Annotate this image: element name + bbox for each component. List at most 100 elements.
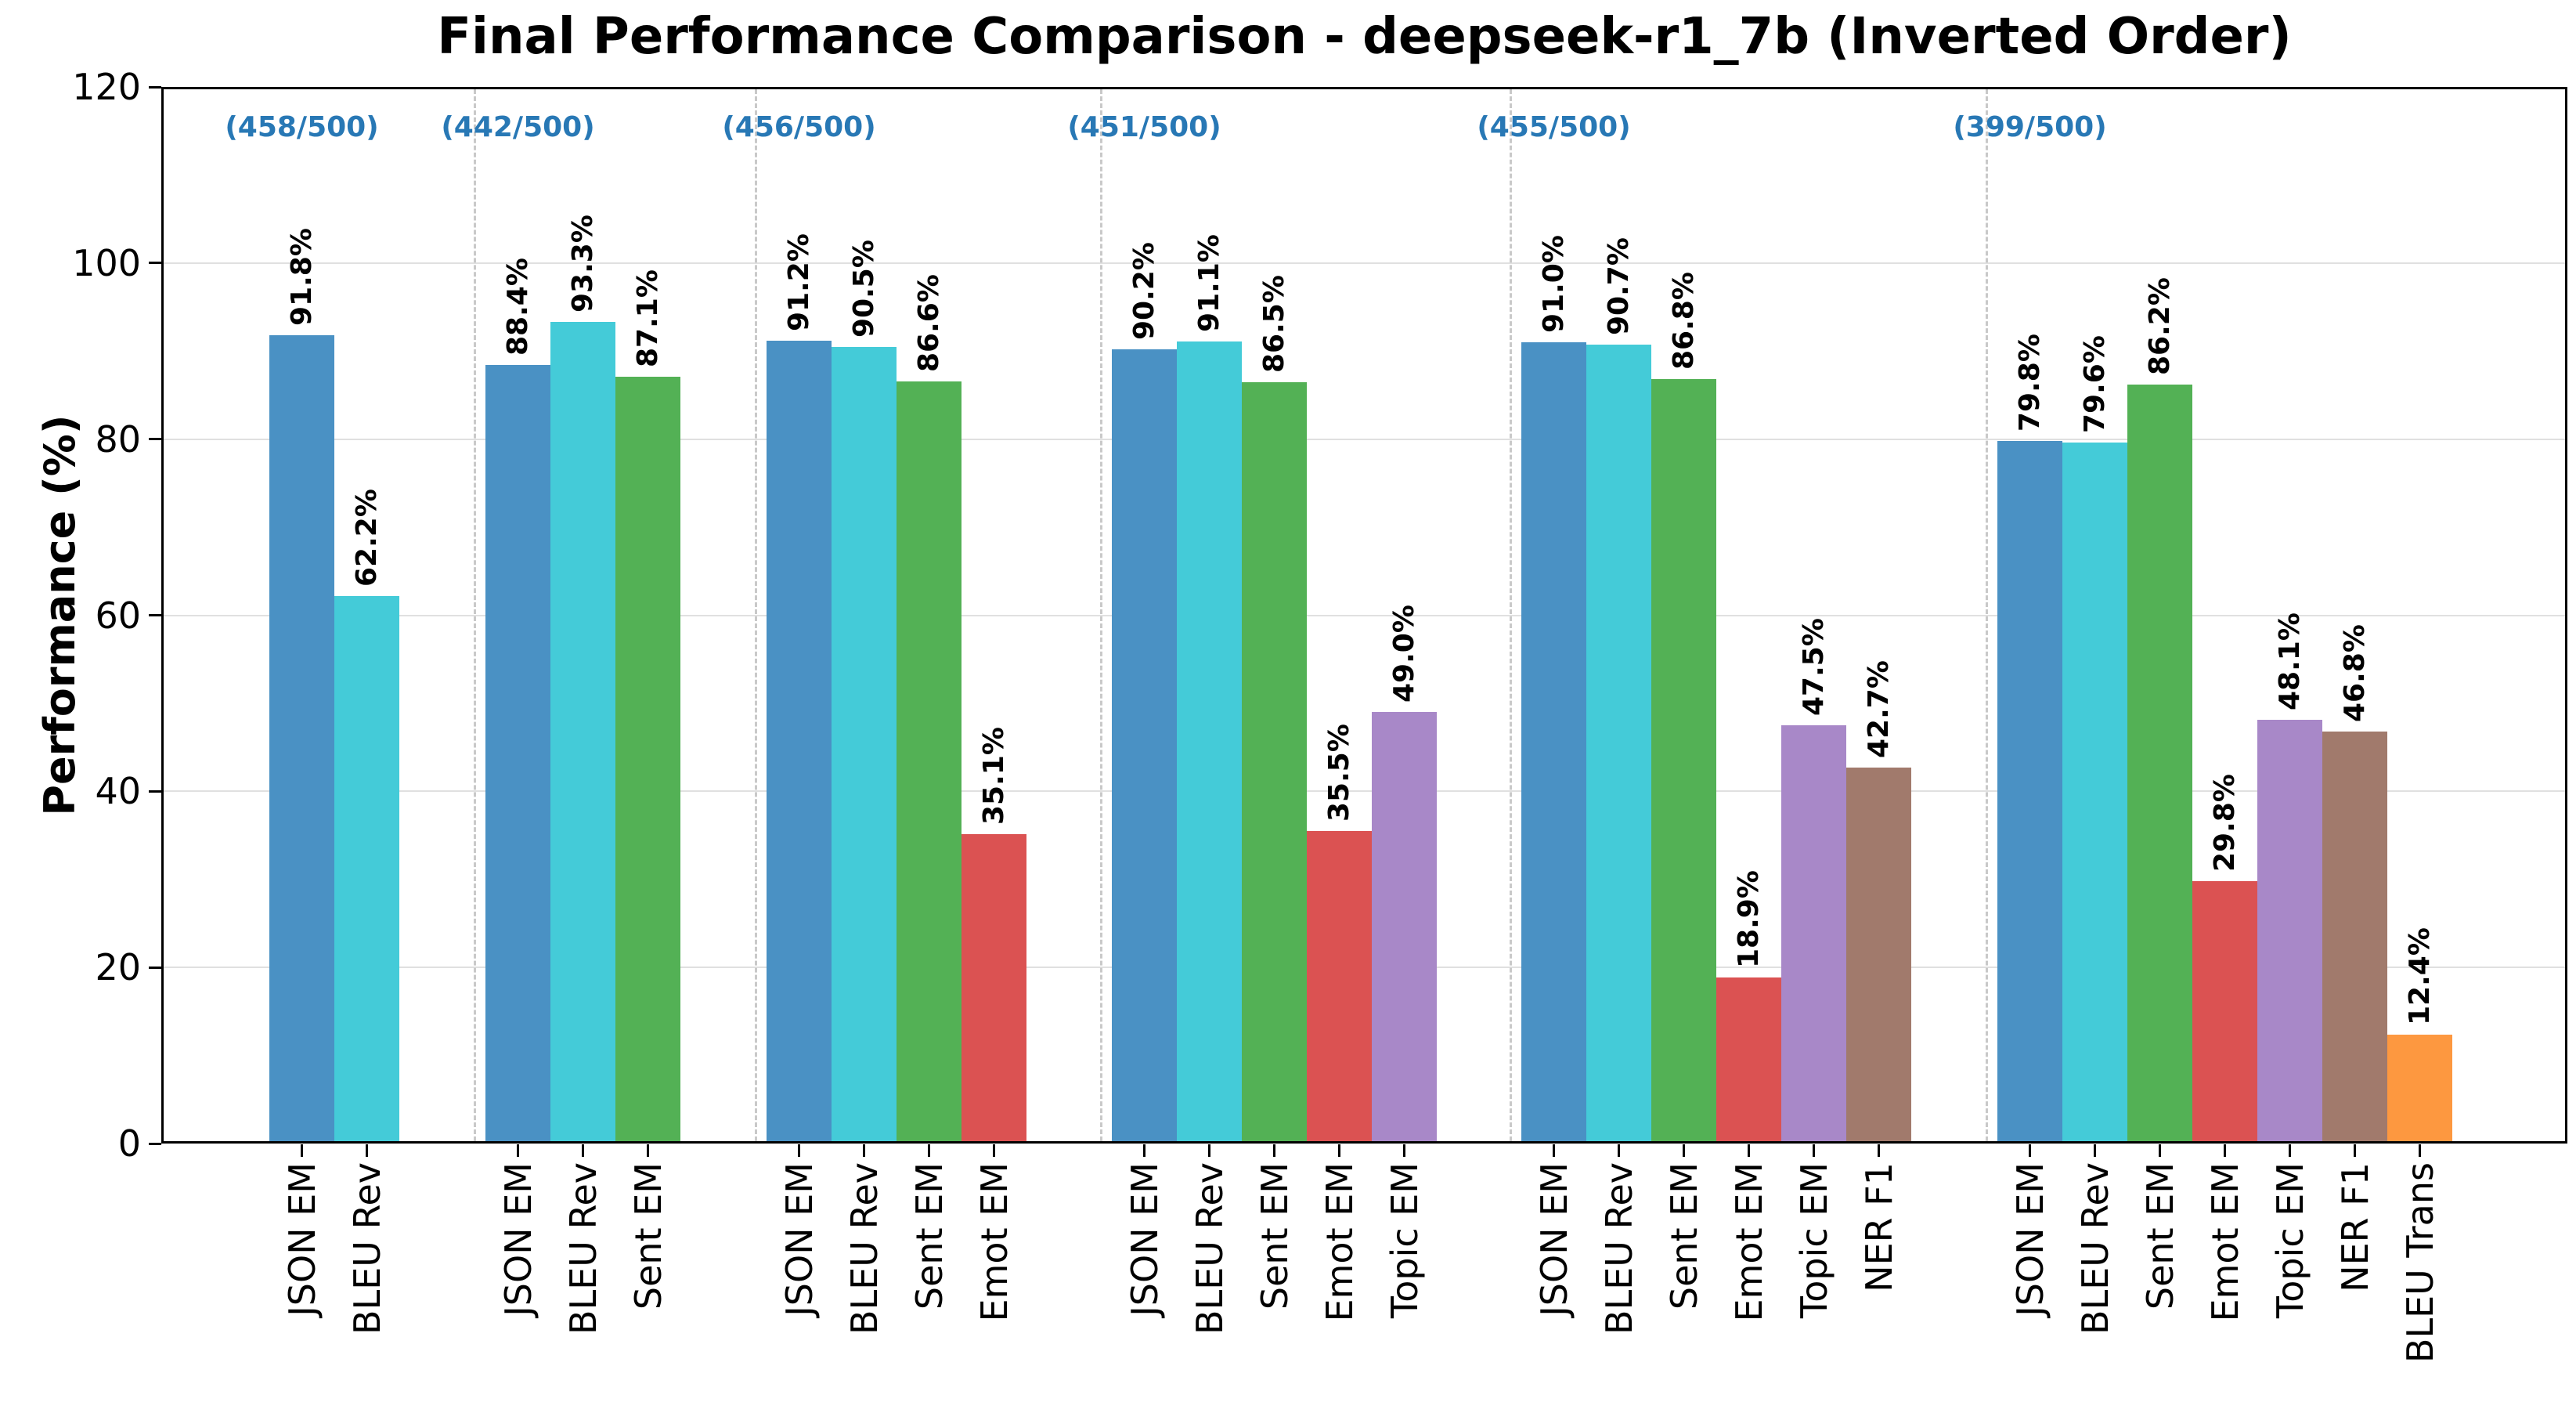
y-tick-label: 60: [95, 594, 141, 637]
x-tick-mark: [2354, 1144, 2356, 1157]
bar-value-label: 88.4%: [501, 258, 534, 356]
bar-value-label: 42.7%: [1862, 660, 1895, 758]
bar-emot-em: [1716, 977, 1781, 1144]
bar-bleu-rev: [832, 346, 897, 1144]
x-tick-label: JSON EM: [496, 1162, 539, 1317]
y-tick-mark: [149, 790, 161, 793]
bar-value-label: 90.2%: [1127, 242, 1160, 340]
bar-sent-em: [615, 376, 680, 1144]
y-tick-mark: [149, 1142, 161, 1145]
bar-ner-f1: [2322, 731, 2387, 1144]
x-tick-mark: [2029, 1144, 2031, 1157]
x-tick-mark: [1338, 1144, 1340, 1157]
bar-json-em: [1521, 342, 1586, 1144]
bar-json-em: [269, 335, 334, 1144]
bar-topic-em: [2257, 720, 2322, 1144]
x-tick-label: BLEU Rev: [1597, 1162, 1640, 1335]
bar-value-label: 91.0%: [1537, 235, 1570, 333]
x-tick-label: BLEU Rev: [1188, 1162, 1231, 1335]
bar-value-label: 79.8%: [2013, 333, 2046, 432]
bar-value-label: 91.2%: [782, 233, 815, 331]
bar-value-label: 90.7%: [1602, 237, 1635, 336]
y-tick-label: 80: [95, 417, 141, 461]
x-tick-label: BLEU Rev: [345, 1162, 388, 1335]
bar-bleu-rev: [1177, 341, 1242, 1144]
y-tick-mark: [149, 85, 161, 89]
y-tick-label: 0: [117, 1122, 141, 1165]
bar-value-label: 62.2%: [350, 488, 383, 587]
x-tick-mark: [928, 1144, 930, 1157]
bar-bleu-rev: [2062, 443, 2127, 1144]
x-tick-label: BLEU Trans: [2398, 1162, 2441, 1364]
chart-title: Final Performance Comparison - deepseek-…: [437, 8, 2292, 66]
y-tick-mark: [149, 438, 161, 441]
x-tick-mark: [1273, 1144, 1275, 1157]
group-annotation: (458/500): [225, 111, 379, 143]
x-tick-mark: [2159, 1144, 2161, 1157]
bar-sent-em: [1651, 379, 1716, 1144]
bar-ner-f1: [1846, 768, 1911, 1144]
x-tick-label: BLEU Rev: [2073, 1162, 2116, 1335]
x-tick-label: Sent EM: [626, 1162, 669, 1310]
x-tick-mark: [647, 1144, 649, 1157]
x-tick-label: Sent EM: [1662, 1162, 1705, 1310]
x-tick-label: Topic EM: [2268, 1162, 2311, 1319]
x-tick-mark: [798, 1144, 800, 1157]
bar-bleu-rev: [1586, 345, 1651, 1144]
x-tick-mark: [517, 1144, 519, 1157]
x-tick-label: Emot EM: [972, 1162, 1016, 1322]
x-tick-mark: [1813, 1144, 1815, 1157]
bar-value-label: 35.5%: [1322, 723, 1355, 822]
bar-bleu-rev: [334, 595, 399, 1144]
x-tick-label: NER F1: [2333, 1162, 2376, 1292]
x-tick-mark: [582, 1144, 584, 1157]
bar-value-label: 87.1%: [631, 269, 664, 367]
x-tick-mark: [2289, 1144, 2291, 1157]
bar-value-label: 47.5%: [1797, 618, 1830, 716]
bar-value-label: 12.4%: [2403, 927, 2436, 1025]
bar-value-label: 46.8%: [2338, 623, 2371, 722]
x-tick-mark: [1618, 1144, 1620, 1157]
bar-value-label: 86.6%: [912, 273, 945, 372]
bar-emot-em: [1307, 830, 1372, 1144]
x-tick-label: BLEU Rev: [842, 1162, 886, 1335]
x-tick-label: JSON EM: [1532, 1162, 1575, 1317]
group-annotation: (442/500): [441, 111, 595, 143]
bar-json-em: [1112, 349, 1177, 1144]
y-tick-label: 20: [95, 946, 141, 989]
bar-emot-em: [961, 834, 1026, 1144]
x-tick-label: Sent EM: [2138, 1162, 2181, 1310]
bar-value-label: 93.3%: [566, 215, 599, 313]
group-separator-3: [1100, 89, 1102, 1141]
x-tick-mark: [993, 1144, 995, 1157]
x-tick-mark: [2094, 1144, 2096, 1157]
bar-value-label: 90.5%: [847, 239, 880, 338]
group-separator-4: [1510, 89, 1512, 1141]
x-tick-label: Emot EM: [1727, 1162, 1770, 1322]
bar-bleu-trans: [2387, 1034, 2452, 1144]
x-tick-label: JSON EM: [777, 1162, 821, 1317]
x-tick-mark: [2419, 1144, 2421, 1157]
x-tick-mark: [1553, 1144, 1555, 1157]
x-tick-mark: [1683, 1144, 1685, 1157]
x-tick-label: Sent EM: [1253, 1162, 1296, 1310]
x-tick-label: Topic EM: [1792, 1162, 1835, 1319]
x-tick-label: Emot EM: [1318, 1162, 1361, 1322]
group-annotation: (456/500): [722, 111, 876, 143]
bar-value-label: 91.8%: [285, 228, 318, 326]
bar-bleu-rev: [550, 322, 615, 1144]
y-tick-label: 100: [72, 241, 141, 284]
x-tick-mark: [301, 1144, 303, 1157]
x-tick-label: JSON EM: [2008, 1162, 2051, 1317]
x-tick-mark: [1403, 1144, 1405, 1157]
x-tick-label: Topic EM: [1383, 1162, 1426, 1319]
x-tick-mark: [1878, 1144, 1880, 1157]
x-tick-mark: [1208, 1144, 1210, 1157]
bar-value-label: 79.6%: [2078, 335, 2111, 434]
gridline-y100: [164, 262, 2565, 264]
x-tick-mark: [1748, 1144, 1750, 1157]
x-tick-label: BLEU Rev: [561, 1162, 604, 1335]
x-tick-mark: [1143, 1144, 1145, 1157]
y-tick-label: 120: [72, 66, 141, 108]
group-annotation: (451/500): [1067, 111, 1221, 143]
